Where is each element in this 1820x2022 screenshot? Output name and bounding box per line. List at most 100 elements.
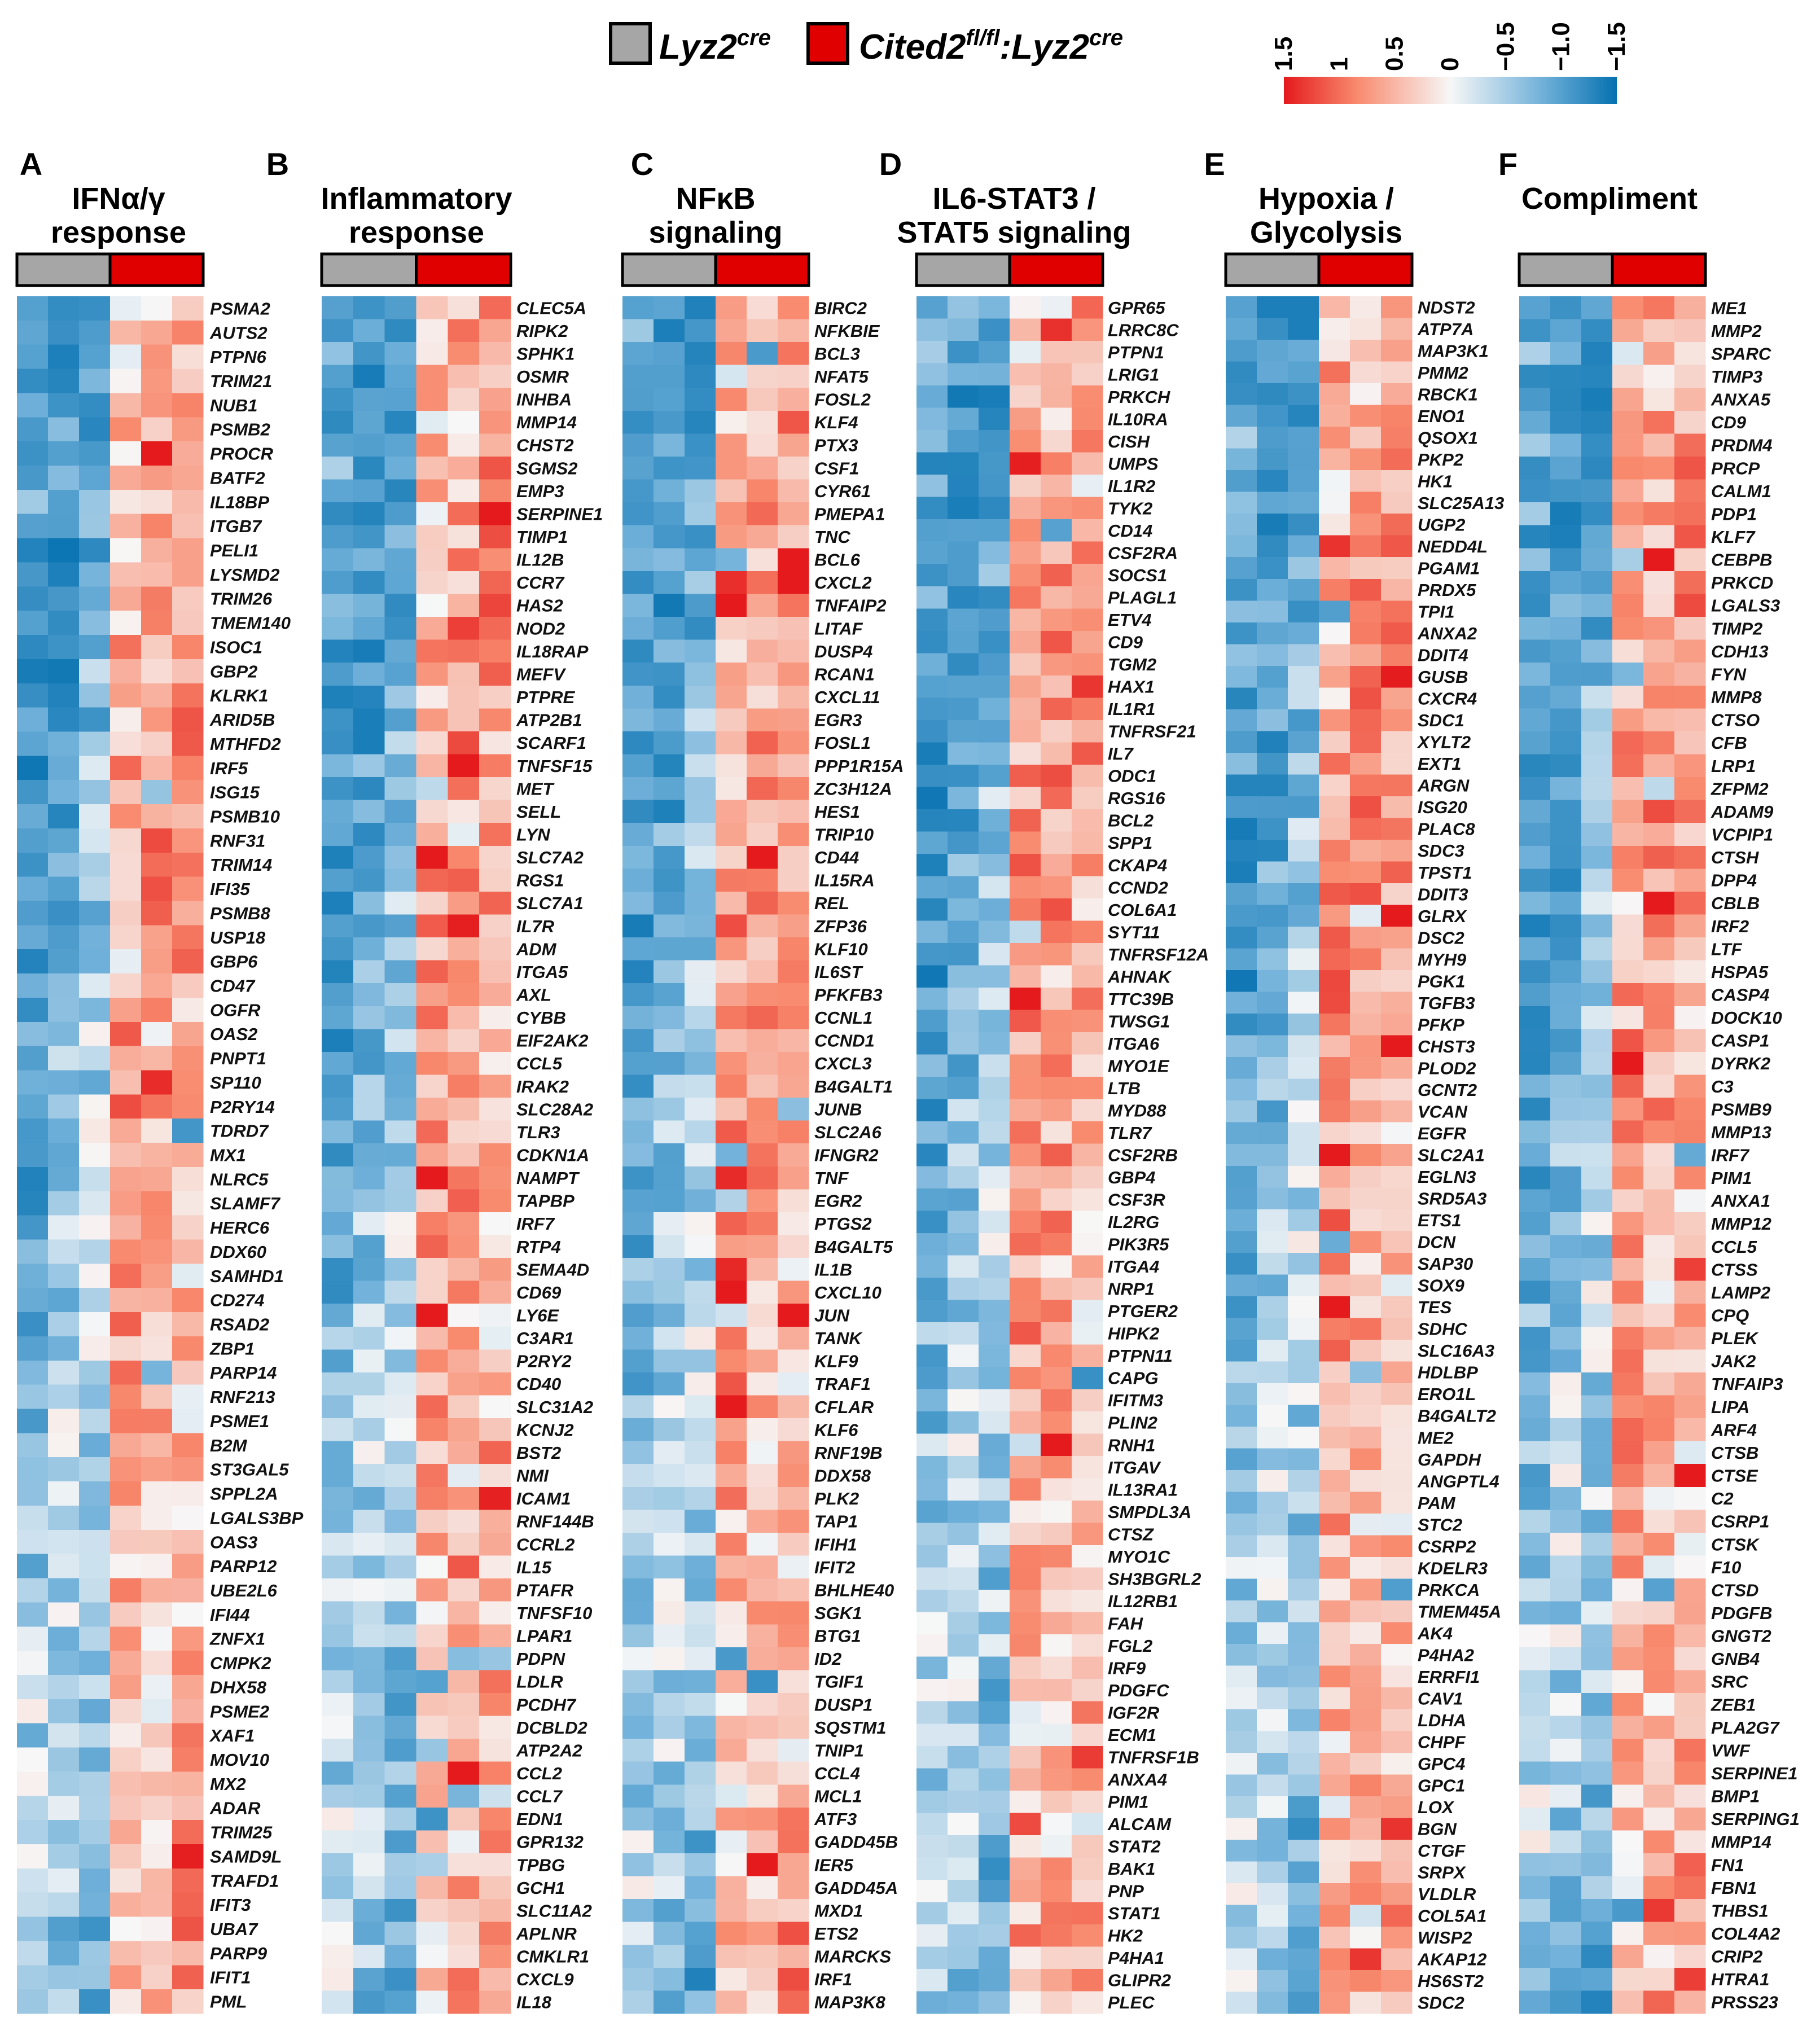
heatmap-cell (48, 1651, 80, 1676)
heatmap-cell (1010, 1991, 1041, 2014)
heatmap-cell (1643, 914, 1675, 938)
heatmap-cell (17, 1166, 49, 1192)
heatmap-cell (1350, 1361, 1382, 1384)
heatmap-cell (48, 1505, 80, 1530)
heatmap-cell (1350, 318, 1382, 340)
heatmap-cell (622, 685, 654, 709)
heatmap-cell (353, 1945, 385, 1968)
heatmap-cell (948, 1879, 979, 1902)
heatmap-cell (1041, 341, 1072, 364)
heatmap-cell (654, 1830, 685, 1854)
heatmap-cell (1643, 296, 1675, 320)
heatmap-cell (747, 1143, 778, 1167)
heatmap-cell (1581, 1578, 1613, 1602)
heatmap-cell (1257, 535, 1288, 558)
heatmap-cell (322, 891, 354, 915)
gene-label: TAP1 (814, 1512, 858, 1532)
heatmap-cell (1612, 1074, 1644, 1098)
gene-label: IL1R1 (1108, 699, 1155, 719)
heatmap-cell (172, 441, 204, 466)
heatmap-cell (110, 1505, 142, 1530)
heatmap-cell (1319, 1644, 1350, 1666)
heatmap-cell (1674, 663, 1706, 686)
gene-label: IL7R (516, 916, 555, 936)
heatmap-cell (979, 1946, 1010, 1970)
gene-label: TLR3 (516, 1122, 560, 1142)
heatmap-cell (110, 1094, 142, 1119)
gene-label: KLF7 (1711, 527, 1756, 547)
heatmap-cell (1674, 731, 1706, 755)
heatmap-cell (1550, 1372, 1582, 1396)
heatmap-cell (1226, 600, 1257, 623)
heatmap-cell (654, 937, 685, 961)
heatmap-cell (448, 1578, 480, 1602)
heatmap-cell (979, 1456, 1010, 1479)
heatmap-cell (948, 296, 979, 319)
heatmap-cell (17, 731, 49, 756)
heatmap-cell (448, 1395, 480, 1419)
heatmap-cell (1072, 1813, 1103, 1836)
heatmap-cell (1550, 594, 1582, 617)
heatmap-cell (1288, 1448, 1319, 1471)
heatmap-cell (416, 1464, 448, 1488)
gene-label: SLC28A2 (516, 1099, 593, 1119)
heatmap-cell (1381, 1296, 1413, 1318)
heatmap-cell (1319, 1687, 1350, 1710)
heatmap-cell (384, 1692, 417, 1717)
heatmap-cell (948, 1366, 979, 1390)
heatmap-cell (1350, 535, 1382, 558)
heatmap-cell (48, 1771, 80, 1796)
heatmap-cell (685, 1464, 716, 1488)
heatmap-cell (110, 1215, 142, 1240)
gene-label: SELL (516, 802, 561, 822)
heatmap-cell (1288, 1731, 1319, 1753)
heatmap-cell (1581, 1441, 1613, 1464)
heatmap-cell (747, 594, 778, 617)
heatmap-cell (384, 548, 417, 572)
heatmap-cell (17, 1239, 49, 1264)
heatmap-cell (1319, 1231, 1350, 1253)
heatmap-cell (685, 388, 716, 411)
heatmap-cell (448, 1830, 480, 1854)
heatmap-cell (384, 1990, 417, 2014)
heatmap-cell (716, 1258, 747, 1282)
heatmap-cell (17, 1360, 49, 1385)
heatmap-cell (416, 960, 448, 984)
heatmap-cell (110, 828, 142, 853)
heatmap-cell (979, 608, 1010, 631)
heatmap-cell (1550, 1510, 1582, 1533)
heatmap-cell (1257, 1100, 1288, 1123)
gene-label: CSRP1 (1711, 1512, 1769, 1532)
heatmap-cell (948, 1567, 979, 1590)
heatmap-cell (948, 1389, 979, 1412)
heatmap-cell (1674, 1692, 1706, 1717)
heatmap-cell (322, 1670, 354, 1694)
heatmap-cell (322, 1166, 354, 1190)
heatmap-cell (747, 639, 778, 663)
group-bar-cited2 (714, 252, 810, 287)
heatmap-cell (479, 1441, 511, 1464)
heatmap-cell (479, 1670, 511, 1694)
heatmap-cell (747, 1532, 778, 1556)
heatmap-cell (1041, 497, 1072, 520)
heatmap-cell (1257, 665, 1288, 688)
heatmap-cell (448, 1418, 480, 1442)
heatmap-cell (1674, 1349, 1706, 1373)
heatmap-cell (979, 988, 1010, 1011)
heatmap-cell (353, 1166, 385, 1190)
heatmap-cell (1674, 1899, 1706, 1923)
heatmap-cell (1072, 1366, 1103, 1390)
heatmap-cell (48, 393, 80, 418)
heatmap-cell (916, 1634, 948, 1657)
heatmap-cell (1381, 948, 1413, 971)
heatmap-cell (1319, 1035, 1350, 1058)
gene-label: RNH1 (1108, 1435, 1155, 1455)
heatmap-cell (384, 983, 417, 1007)
heatmap-cell (479, 845, 511, 869)
heatmap-cell (172, 1674, 204, 1700)
heatmap-cell (17, 1457, 49, 1482)
heatmap-cell (654, 800, 685, 823)
heatmap-cell (1010, 1879, 1041, 1902)
heatmap-cell (1226, 296, 1257, 319)
heatmap-cell (1041, 1501, 1072, 1524)
